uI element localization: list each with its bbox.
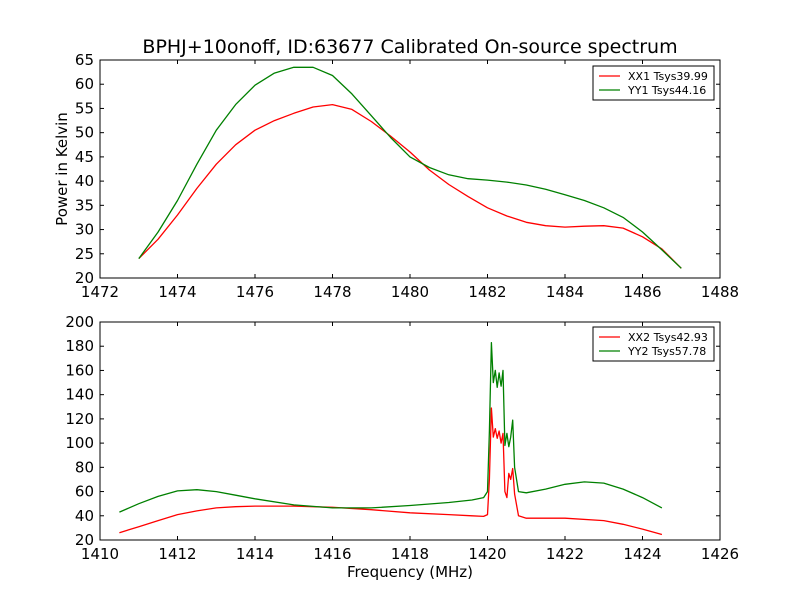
legend-box bbox=[592, 326, 715, 362]
y-tick-label: 60 bbox=[75, 483, 94, 501]
series-line-1-2 bbox=[138, 66, 682, 269]
x-tick-label: 1472 bbox=[81, 283, 119, 301]
x-tick-label: 1418 bbox=[391, 545, 429, 563]
y-tick-label: 80 bbox=[75, 458, 94, 476]
plot-panel-1: 1472 1474 1476 1478 1480 1482 1484 1486 1488 20 25… bbox=[53, 51, 739, 301]
y-tick-label: 40 bbox=[75, 507, 94, 525]
y-tick-label: 65 bbox=[75, 51, 94, 69]
x-tick-label: 1482 bbox=[468, 283, 506, 301]
x-tick-label: 1426 bbox=[701, 545, 739, 563]
legend-entry-label: XX1 Tsys39.99 bbox=[628, 70, 708, 83]
x-tick-label: 1424 bbox=[623, 545, 661, 563]
y-tick-label: 160 bbox=[65, 361, 94, 379]
y-tick-label: 30 bbox=[75, 221, 94, 239]
y-tick-label: 20 bbox=[75, 531, 94, 549]
x-tick-label: 1486 bbox=[623, 283, 661, 301]
y-tick-label: 120 bbox=[65, 410, 94, 428]
y-tick-label: 20 bbox=[75, 269, 94, 287]
plot-panel-2: 1410 1412 1414 1416 1418 1420 1422 1424 1426 20 40… bbox=[65, 313, 739, 581]
series-line-1-1 bbox=[138, 103, 682, 269]
series-line-2-2 bbox=[119, 341, 663, 513]
y-tick-label: 60 bbox=[75, 75, 94, 93]
y-tick-label: 45 bbox=[75, 148, 94, 166]
x-tick-label: 1416 bbox=[313, 545, 351, 563]
y-tick-label: 40 bbox=[75, 172, 94, 190]
legend-entry-label: YY2 Tsys57.78 bbox=[627, 345, 706, 358]
y-axis-label: Power in Kelvin bbox=[53, 112, 71, 226]
x-tick-label: 1480 bbox=[391, 283, 429, 301]
series-line-2-1 bbox=[119, 407, 663, 536]
x-tick-label: 1422 bbox=[546, 545, 584, 563]
legend-box bbox=[592, 65, 715, 101]
chart-title: BPHJ+10onoff, ID:63677 Calibrated On-sou… bbox=[142, 36, 677, 58]
x-tick-label: 1488 bbox=[701, 283, 739, 301]
x-tick-label: 1478 bbox=[313, 283, 351, 301]
y-tick-label: 25 bbox=[75, 245, 94, 263]
x-tick-label: 1474 bbox=[158, 283, 196, 301]
x-tick-label: 1420 bbox=[468, 545, 506, 563]
y-tick-label: 35 bbox=[75, 196, 94, 214]
x-axis-label: Frequency (MHz) bbox=[347, 563, 473, 581]
x-tick-label: 1476 bbox=[236, 283, 274, 301]
y-tick-label: 140 bbox=[65, 386, 94, 404]
x-tick-label: 1410 bbox=[81, 545, 119, 563]
x-tick-label: 1484 bbox=[546, 283, 584, 301]
legend-entry-label: XX2 Tsys42.93 bbox=[628, 331, 708, 344]
legend-entry-label: YY1 Tsys44.16 bbox=[627, 84, 706, 97]
x-tick-label: 1414 bbox=[236, 545, 274, 563]
y-tick-label: 180 bbox=[65, 337, 94, 355]
y-tick-label: 200 bbox=[65, 313, 94, 331]
x-tick-label: 1412 bbox=[158, 545, 196, 563]
y-tick-label: 100 bbox=[65, 434, 94, 452]
y-tick-label: 50 bbox=[75, 124, 94, 142]
y-tick-label: 55 bbox=[75, 99, 94, 117]
